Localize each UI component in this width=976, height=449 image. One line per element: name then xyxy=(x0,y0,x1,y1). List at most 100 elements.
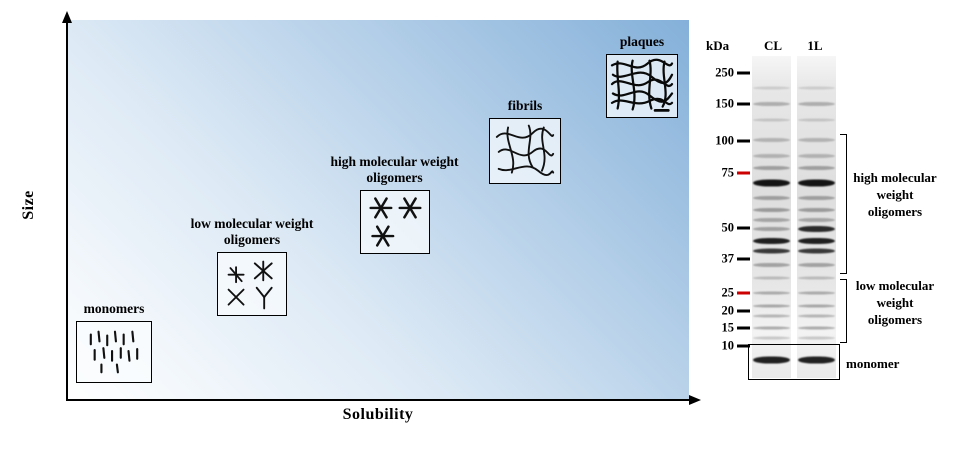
gel-band xyxy=(753,248,790,254)
stage-label-monomers: monomers xyxy=(83,301,145,316)
marker-label: 150 xyxy=(715,96,734,111)
gel-band xyxy=(798,166,835,171)
gel-band xyxy=(753,207,790,212)
marker-tick xyxy=(737,139,750,143)
marker-tick xyxy=(737,344,750,348)
gel-band xyxy=(798,262,835,267)
gel-band xyxy=(753,304,790,308)
stage-monomers: monomers xyxy=(71,301,157,383)
gel-band xyxy=(798,86,835,90)
axes xyxy=(62,11,701,405)
bracket-low-oligomers xyxy=(840,279,847,343)
marker-label: 25 xyxy=(721,285,735,300)
stage-lmw-oligomers: low molecular weight oligomers xyxy=(167,216,337,316)
lane-headers: CL 1L xyxy=(752,38,836,54)
marker-label: 100 xyxy=(715,133,734,148)
gel-band xyxy=(798,195,835,200)
gel-body xyxy=(748,56,840,380)
gel-band xyxy=(753,138,790,143)
gel-lane-CL xyxy=(752,56,791,378)
plaques-sketch xyxy=(610,58,674,112)
monomer-region-box xyxy=(748,344,840,380)
gel-marker-50: 50 xyxy=(700,220,750,235)
marker-label: 15 xyxy=(721,320,735,335)
gel-band xyxy=(753,101,790,106)
gel-band xyxy=(753,336,790,340)
marker-label: 50 xyxy=(721,220,735,235)
gel-marker-75: 75 xyxy=(700,165,750,180)
marker-tick xyxy=(737,102,750,106)
stage-plaques: plaques xyxy=(603,34,681,118)
western-blot-panel: kDa CL 1L 250 150 100 75 50 37 25 20 15 10 high m… xyxy=(700,30,976,436)
gel-band xyxy=(753,262,790,267)
gel-band xyxy=(753,217,790,222)
marker-tick xyxy=(737,171,750,175)
kda-unit-label: kDa xyxy=(706,38,730,53)
stage-label-hmw-oligomers: high molecular weight oligomers xyxy=(330,154,459,185)
x-axis-label: Solubility xyxy=(342,406,414,423)
gel-band xyxy=(798,238,835,245)
stage-box-lmw-oligomers xyxy=(217,251,287,316)
fibrils-sketch xyxy=(495,124,555,176)
gel-band xyxy=(798,291,835,295)
gel-band xyxy=(753,86,790,90)
lmw-oligomers-sketch xyxy=(227,260,273,310)
marker-label: 37 xyxy=(721,251,735,266)
gel-band xyxy=(798,217,835,222)
gel-band xyxy=(753,166,790,171)
stage-label-plaques: plaques xyxy=(619,34,665,49)
gel-marker-100: 100 xyxy=(700,134,750,149)
marker-tick xyxy=(737,226,750,230)
gel-band xyxy=(798,101,835,106)
gel-band xyxy=(798,225,835,232)
stage-label-lmw-oligomers: low molecular weight oligomers xyxy=(190,216,314,247)
gel-band xyxy=(753,153,790,158)
gel-band xyxy=(753,238,790,245)
gel-markers: 250 150 100 75 50 37 25 20 15 10 xyxy=(700,56,750,378)
lane-header-1L: 1L xyxy=(807,38,823,53)
annotation-low-oligomers: low molecular weight oligomers xyxy=(855,278,935,327)
hmw-oligomers-sketch xyxy=(368,197,422,247)
marker-tick xyxy=(737,326,750,330)
lane-header-CL: CL xyxy=(763,38,783,53)
annotation-high-oligomers: high molecular weight oligomers xyxy=(853,170,937,219)
gel-band xyxy=(753,118,790,122)
gel-band xyxy=(753,314,790,318)
gel-marker-250: 250 xyxy=(700,66,750,81)
gel-band xyxy=(798,304,835,308)
marker-tick xyxy=(737,257,750,261)
gel-band xyxy=(798,138,835,143)
stage-box-fibrils xyxy=(489,117,561,184)
monomers-sketch xyxy=(89,330,139,374)
gel-band xyxy=(753,195,790,200)
marker-tick xyxy=(737,71,750,75)
gel-band xyxy=(753,276,790,280)
marker-label: 10 xyxy=(721,338,735,353)
gel-marker-10: 10 xyxy=(700,339,750,354)
gel-band xyxy=(798,248,835,254)
bracket-high-oligomers xyxy=(840,134,847,274)
marker-label: 20 xyxy=(721,303,735,318)
gel-marker-37: 37 xyxy=(700,251,750,266)
gel-band xyxy=(798,336,835,340)
gel-band xyxy=(798,276,835,280)
stage-box-hmw-oligomers xyxy=(359,189,430,254)
marker-label: 250 xyxy=(715,65,734,80)
gel-band xyxy=(753,226,790,231)
gel-band xyxy=(753,179,790,187)
marker-tick xyxy=(737,309,750,313)
gel-marker-25: 25 xyxy=(700,285,750,300)
gel-band xyxy=(798,314,835,318)
marker-label: 75 xyxy=(721,165,735,180)
gel-marker-150: 150 xyxy=(700,96,750,111)
gel-marker-20: 20 xyxy=(700,304,750,319)
annotation-monomer: monomer xyxy=(846,356,900,371)
gel-band xyxy=(798,356,835,364)
stage-box-plaques xyxy=(606,53,678,118)
stage-fibrils: fibrils xyxy=(485,98,565,184)
gel-band xyxy=(798,118,835,122)
stage-hmw-oligomers: high molecular weight oligomers xyxy=(307,154,482,254)
y-axis-label: Size xyxy=(19,190,37,220)
gel-band xyxy=(753,326,790,330)
